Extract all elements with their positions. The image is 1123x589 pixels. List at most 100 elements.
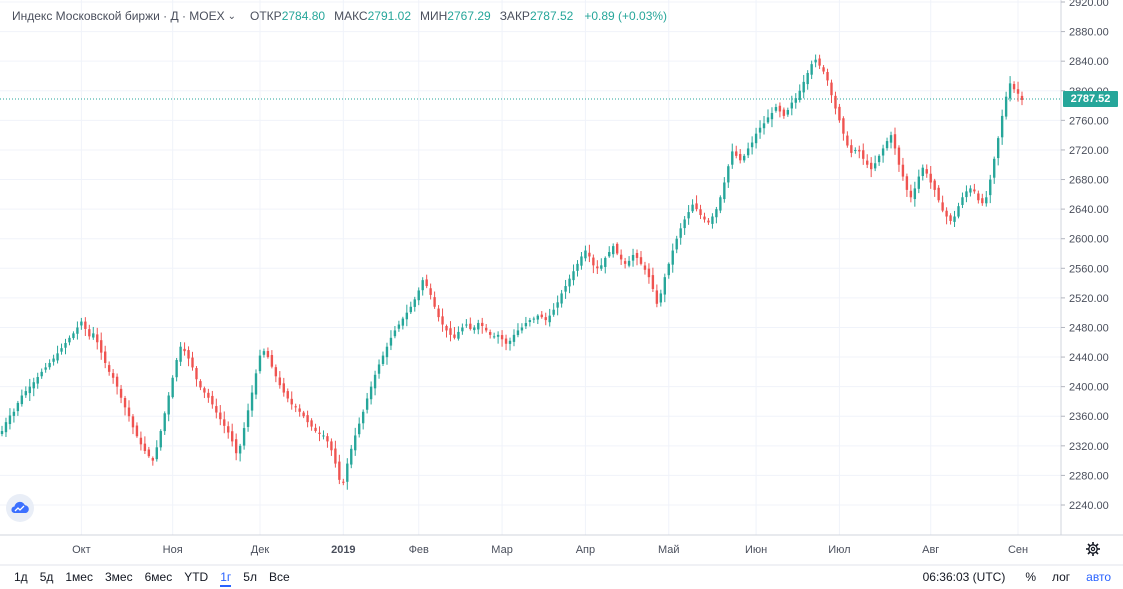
candle-body	[905, 176, 909, 190]
tradingview-cloud-icon[interactable]	[6, 494, 34, 522]
candle-body	[873, 163, 877, 169]
price-tick-label: 2400.00	[1069, 382, 1109, 394]
candle-body	[742, 155, 746, 161]
grid	[0, 0, 1061, 535]
candle-body	[711, 216, 714, 224]
candle-body	[52, 358, 55, 362]
time-tick-label: Дек	[251, 544, 270, 556]
candle-body	[834, 95, 837, 109]
gear-icon[interactable]	[1083, 539, 1103, 559]
range-3m[interactable]: 3мес	[104, 570, 133, 584]
candle-body	[262, 351, 266, 355]
price-tick-label: 2480.00	[1069, 322, 1109, 334]
candle-body	[461, 327, 464, 332]
candle-body	[80, 321, 83, 326]
range-1y[interactable]: 1г	[220, 570, 232, 587]
candle-body	[449, 328, 452, 335]
candle-body	[294, 406, 297, 408]
candle-body	[310, 420, 313, 427]
candle-body	[854, 149, 857, 152]
candle-body	[810, 64, 813, 75]
candle-body	[1004, 96, 1008, 117]
candle-body	[358, 423, 361, 435]
price-tick-label: 2680.00	[1069, 175, 1109, 187]
candle-body	[485, 327, 488, 331]
candle-body	[163, 413, 166, 432]
candle-body	[941, 202, 944, 211]
candle-body	[806, 73, 809, 85]
candle-body	[238, 445, 242, 454]
candle-body	[846, 135, 849, 146]
candle-body	[421, 280, 424, 291]
candle-body	[790, 102, 793, 109]
clock-time[interactable]: 06:36:03 (UTC)	[922, 570, 1006, 584]
candle-body	[393, 330, 397, 337]
candle-body	[679, 228, 682, 238]
candle-body	[207, 392, 210, 398]
candle-body	[1008, 83, 1012, 99]
candle-body	[223, 419, 226, 426]
candle-body	[798, 90, 801, 100]
range-1m[interactable]: 1мес	[65, 570, 93, 584]
range-ytd[interactable]: YTD	[184, 570, 209, 584]
candle-body	[794, 98, 797, 103]
candle-body	[612, 246, 615, 255]
candle-body	[32, 382, 35, 389]
candle-body	[615, 243, 619, 254]
range-1d[interactable]: 1д	[14, 570, 28, 584]
candle-body	[473, 327, 476, 331]
candle-body	[389, 337, 393, 346]
candle-body	[965, 191, 968, 198]
log-toggle[interactable]: лог	[1051, 570, 1071, 584]
candle-body	[469, 323, 472, 329]
candle-body	[385, 346, 389, 358]
candle-body	[830, 82, 833, 96]
candle-body	[44, 367, 47, 370]
range-5d[interactable]: 5д	[39, 570, 54, 584]
price-tick-label: 2360.00	[1069, 411, 1109, 423]
candle-body	[242, 428, 246, 446]
chevron-down-icon[interactable]: ⌄	[227, 10, 237, 22]
price-tick-label: 2760.00	[1069, 115, 1109, 127]
candle-body	[16, 402, 20, 412]
candle-body	[877, 155, 881, 163]
candle-body	[715, 209, 718, 218]
open-value: 2784.80	[281, 9, 326, 23]
candle-body	[290, 398, 293, 405]
price-tick-label: 2840.00	[1069, 56, 1109, 68]
candle-body	[119, 388, 123, 398]
symbol-title[interactable]: Индекс Московской биржи · Д · MOEX	[12, 9, 225, 23]
candle-body	[373, 374, 377, 389]
candle-body	[405, 312, 409, 320]
range-6m[interactable]: 6мес	[144, 570, 173, 584]
candle-body	[12, 411, 16, 416]
candle-body	[584, 250, 587, 259]
candle-body	[969, 188, 972, 193]
candle-body	[540, 314, 543, 318]
candle-body	[822, 67, 825, 72]
candle-body	[354, 435, 357, 451]
candle-body	[258, 355, 262, 372]
range-all[interactable]: Все	[268, 570, 290, 584]
candle-body	[76, 327, 79, 334]
percent-toggle[interactable]: %	[1025, 570, 1036, 584]
candle-body	[544, 317, 547, 321]
candle-body	[731, 151, 734, 165]
candle-body	[508, 340, 512, 344]
candles	[0, 54, 1024, 490]
candle-body	[20, 395, 24, 405]
candle-body	[869, 162, 873, 170]
candle-body	[334, 448, 337, 464]
candle-body	[365, 398, 369, 410]
candle-body	[719, 197, 722, 211]
candle-body	[56, 353, 59, 361]
candle-body	[123, 398, 127, 408]
candle-body	[465, 324, 468, 326]
auto-toggle[interactable]: авто	[1086, 570, 1111, 584]
candle-body	[766, 117, 770, 123]
range-5y[interactable]: 5л	[243, 570, 257, 584]
candle-body	[897, 147, 901, 165]
candle-body	[683, 219, 686, 229]
candle-body	[437, 308, 440, 318]
